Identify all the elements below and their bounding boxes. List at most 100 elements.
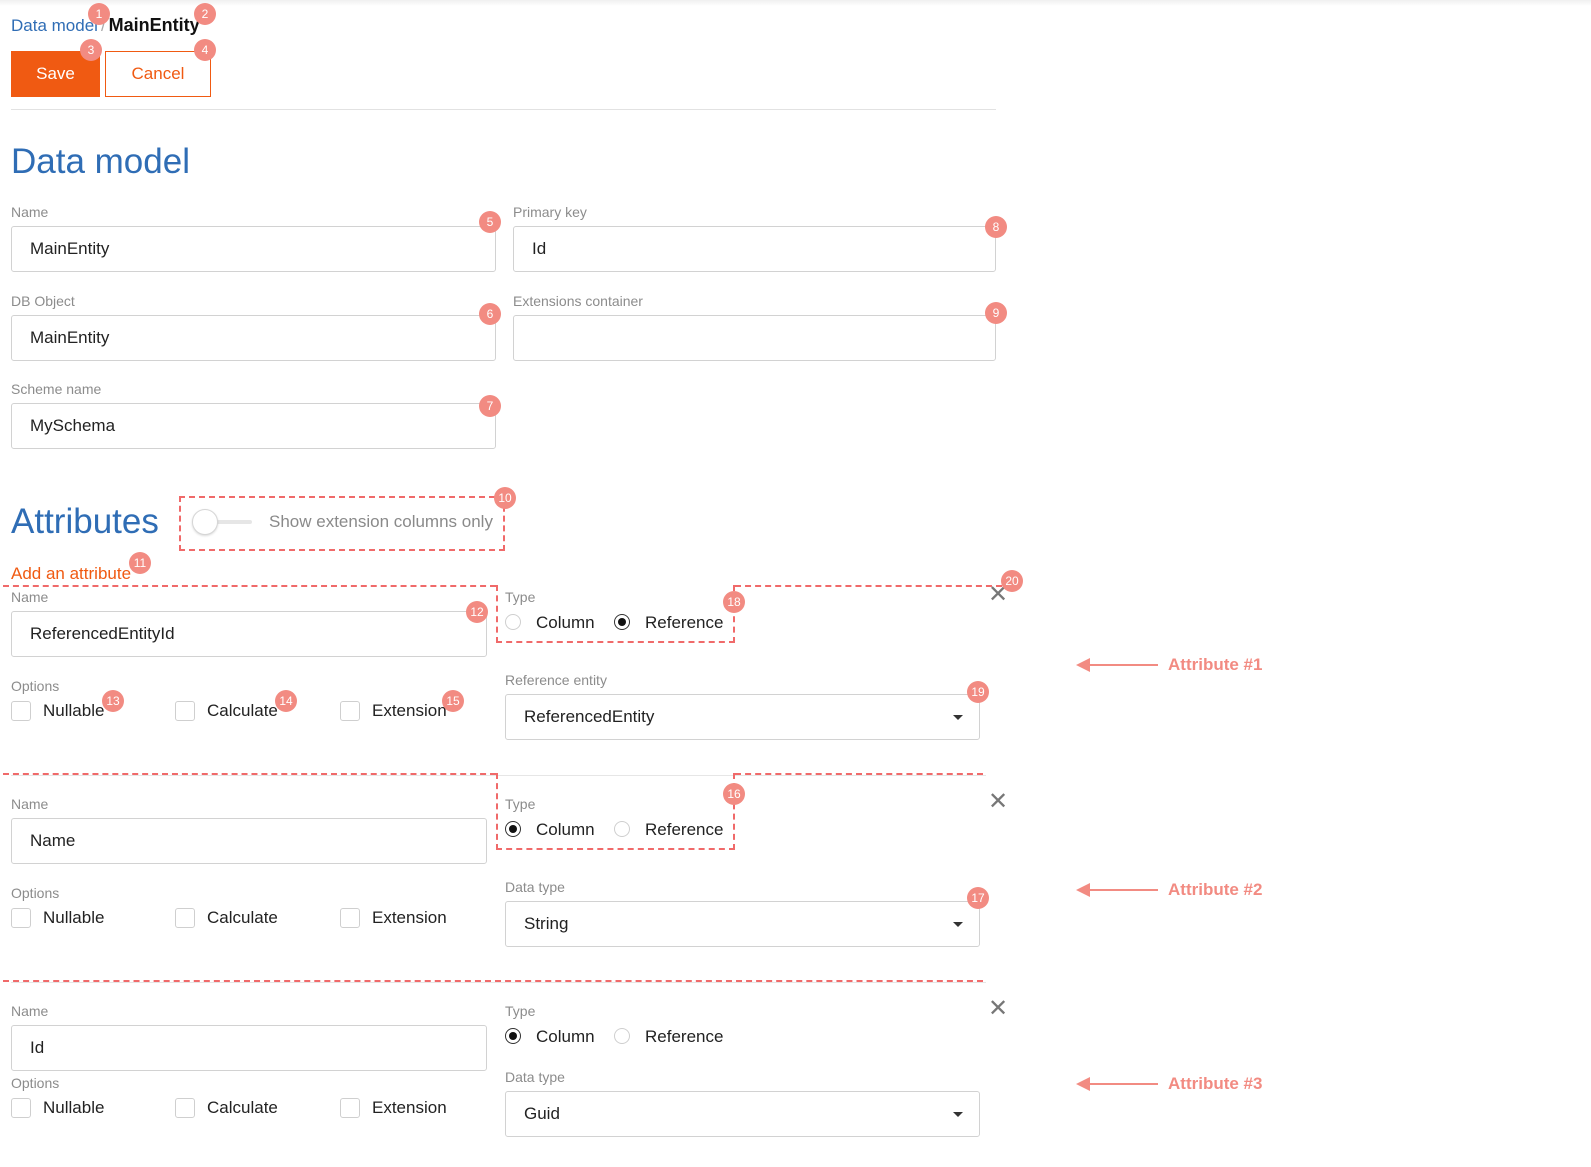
annotation-marker: 16 xyxy=(723,783,745,805)
attr1-type-column-label: Column xyxy=(536,613,595,632)
attr1-name-field[interactable]: ReferencedEntityId xyxy=(11,611,487,657)
extensions-container-label: Extensions container xyxy=(513,293,643,309)
attr1-arrow-line xyxy=(1088,664,1158,666)
attr3-calculate-label: Calculate xyxy=(207,1098,278,1117)
toolbar-divider xyxy=(11,109,996,110)
extension-toggle-knob[interactable] xyxy=(192,509,218,535)
attr2-options-label: Options xyxy=(11,885,60,901)
annotation-marker: 6 xyxy=(479,303,501,325)
attr2-type-column-radio[interactable] xyxy=(505,821,521,837)
attr1-arrow-icon xyxy=(1076,658,1090,672)
attr1-nullable-checkbox[interactable] xyxy=(11,701,31,721)
attr3-name-field[interactable]: Id xyxy=(11,1025,487,1071)
annotation-marker: 1 xyxy=(88,3,110,25)
breadcrumb-separator: / xyxy=(100,16,106,35)
attr2-name-value: Name xyxy=(30,831,76,850)
attr3-type-reference-label: Reference xyxy=(645,1027,724,1046)
breadcrumb-data-model-link[interactable]: Data model xyxy=(11,16,98,35)
attr3-data-type-select[interactable]: Guid xyxy=(505,1091,980,1137)
attr3-options-label: Options xyxy=(11,1075,60,1091)
attr2-dash-top-right xyxy=(735,773,983,775)
attr1-extension-label: Extension xyxy=(372,701,447,720)
attr2-callout: Attribute #2 xyxy=(1168,880,1263,899)
attr3-arrow-line xyxy=(1088,1083,1158,1085)
db-object-label: DB Object xyxy=(11,293,75,309)
primary-key-label: Primary key xyxy=(513,204,587,220)
attr1-type-reference-radio[interactable] xyxy=(614,614,630,630)
attr2-type-reference-radio[interactable] xyxy=(614,821,630,837)
annotation-marker: 5 xyxy=(479,211,501,233)
attr2-extension-checkbox[interactable] xyxy=(340,908,360,928)
attr2-nullable-checkbox[interactable] xyxy=(11,908,31,928)
attr1-reference-entity-select[interactable]: ReferencedEntity xyxy=(505,694,980,740)
attr3-type-reference-radio[interactable] xyxy=(614,1028,630,1044)
attr3-name-value: Id xyxy=(30,1038,45,1057)
attr1-callout: Attribute #1 xyxy=(1168,655,1263,674)
toggle-annotation-box xyxy=(179,496,505,551)
breadcrumb: Data model / MainEntity xyxy=(11,15,200,36)
annotation-marker: 12 xyxy=(466,601,488,623)
attr3-type-label: Type xyxy=(505,1003,536,1019)
cancel-button[interactable]: Cancel xyxy=(105,51,211,97)
attr2-type-annotation-box xyxy=(496,773,735,850)
attr3-calculate-checkbox[interactable] xyxy=(175,1098,195,1118)
attr1-name-label: Name xyxy=(11,589,49,605)
attr3-nullable-checkbox[interactable] xyxy=(11,1098,31,1118)
attr3-type-column-label: Column xyxy=(536,1027,595,1046)
attr2-name-label: Name xyxy=(11,796,49,812)
attr2-data-type-select[interactable]: String xyxy=(505,901,980,947)
attr2-arrow-icon xyxy=(1076,883,1090,897)
chevron-down-icon xyxy=(953,714,963,720)
primary-key-field[interactable]: Id xyxy=(513,226,996,272)
attr1-name-value: ReferencedEntityId xyxy=(30,624,175,643)
db-object-field-value: MainEntity xyxy=(30,328,110,347)
attr2-extension-label: Extension xyxy=(372,908,447,927)
attr1-type-label: Type xyxy=(505,589,536,605)
attr2-type-reference-label: Reference xyxy=(645,820,724,839)
attr1-type-column-radio[interactable] xyxy=(505,614,521,630)
attr2-calculate-label: Calculate xyxy=(207,908,278,927)
annotation-marker: 9 xyxy=(985,302,1007,324)
scheme-name-field[interactable]: MySchema xyxy=(11,403,496,449)
attr1-dash-top-left xyxy=(3,585,496,587)
attr2-name-field[interactable]: Name xyxy=(11,818,487,864)
annotation-marker: 18 xyxy=(723,591,745,613)
attr3-callout: Attribute #3 xyxy=(1168,1074,1263,1093)
extension-toggle-label: Show extension columns only xyxy=(269,512,493,531)
attr1-reference-entity-value: ReferencedEntity xyxy=(524,707,655,726)
extension-toggle-track[interactable] xyxy=(194,520,252,524)
attr1-type-reference-label: Reference xyxy=(645,613,724,632)
attr3-extension-checkbox[interactable] xyxy=(340,1098,360,1118)
attr2-data-type-label: Data type xyxy=(505,879,565,895)
attr3-arrow-icon xyxy=(1076,1077,1090,1091)
attr1-type-annotation-box xyxy=(496,585,735,643)
attr1-extension-checkbox[interactable] xyxy=(340,701,360,721)
data-model-heading: Data model xyxy=(11,142,190,181)
attr1-separator xyxy=(11,775,986,776)
attr1-reference-entity-label: Reference entity xyxy=(505,672,607,688)
attr1-dash-top-right xyxy=(735,585,1002,587)
attr1-calculate-checkbox[interactable] xyxy=(175,701,195,721)
attr2-type-label: Type xyxy=(505,796,536,812)
db-object-field[interactable]: MainEntity xyxy=(11,315,496,361)
attributes-heading: Attributes xyxy=(11,502,159,541)
attr2-remove-close-icon[interactable]: ✕ xyxy=(988,788,1009,815)
attr3-type-column-radio[interactable] xyxy=(505,1028,521,1044)
annotation-marker: 17 xyxy=(967,887,989,909)
attr3-data-type-label: Data type xyxy=(505,1069,565,1085)
name-label: Name xyxy=(11,204,49,220)
annotation-marker: 8 xyxy=(985,216,1007,238)
name-field[interactable]: MainEntity xyxy=(11,226,496,272)
annotation-marker: 7 xyxy=(479,395,501,417)
primary-key-field-value: Id xyxy=(532,239,547,258)
attr1-nullable-label: Nullable xyxy=(43,701,105,720)
attr2-calculate-checkbox[interactable] xyxy=(175,908,195,928)
extensions-container-field[interactable] xyxy=(513,315,996,361)
annotation-marker: 2 xyxy=(194,3,216,25)
attr1-calculate-label: Calculate xyxy=(207,701,278,720)
attr3-remove-close-icon[interactable]: ✕ xyxy=(988,995,1009,1022)
annotation-marker: 19 xyxy=(967,681,989,703)
add-attribute-link[interactable]: Add an attribute xyxy=(11,564,132,583)
chevron-down-icon xyxy=(953,921,963,927)
attr2-dash-top-left xyxy=(3,773,496,775)
